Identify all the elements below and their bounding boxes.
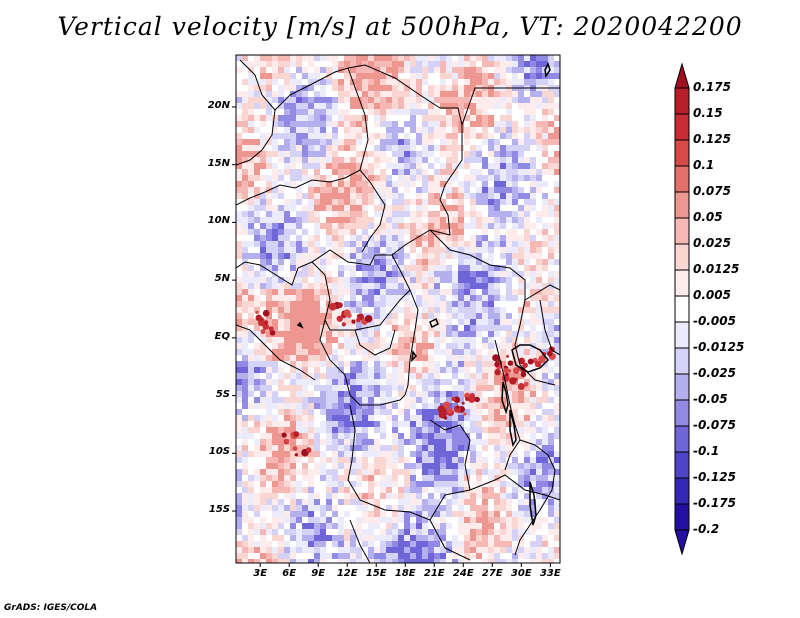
lat-tick-label: 10N: [207, 215, 230, 227]
lat-tick-label: EQ: [214, 330, 230, 342]
lat-tick-label: 5N: [214, 273, 230, 285]
colorbar-swatch: [674, 191, 690, 219]
lat-tick-label: 20N: [207, 99, 230, 111]
colorbar-swatch: [674, 347, 690, 375]
colorbar-swatch: [674, 295, 690, 323]
colorbar-label: 0.175: [693, 80, 731, 94]
colorbar-label: -0.025: [693, 366, 736, 380]
colorbar-label: 0.075: [693, 184, 731, 198]
lon-tick-label: 3E: [253, 568, 268, 579]
lon-tick-label: 24E: [452, 568, 474, 579]
lat-tick-label: 15S: [208, 504, 230, 516]
colorbar-label: 0.025: [693, 236, 731, 250]
colorbar: [674, 62, 690, 556]
colorbar-label: -0.075: [693, 418, 736, 432]
colorbar-swatch: [674, 503, 690, 531]
chart-title: Vertical velocity [m/s] at 500hPa, VT: 2…: [57, 12, 743, 41]
colorbar-swatch: [674, 451, 690, 479]
lon-tick-label: 15E: [365, 568, 387, 579]
colorbar-label: 0.1: [693, 158, 715, 172]
lon-tick-label: 9E: [311, 568, 326, 579]
software-credit: GrADS: IGES/COLA: [4, 603, 98, 613]
colorbar-swatch: [674, 87, 690, 115]
lat-tick-label: 10S: [208, 446, 230, 458]
lon-tick-label: 30E: [510, 568, 532, 579]
colorbar-swatch: [674, 425, 690, 453]
colorbar-label: 0.0125: [693, 262, 740, 276]
axis-ticks: [232, 106, 551, 567]
colorbar-swatch: [674, 477, 690, 505]
colorbar-swatch: [674, 269, 690, 297]
lon-tick-label: 33E: [539, 568, 561, 579]
colorbar-label: -0.0125: [693, 340, 745, 354]
colorbar-swatch: [674, 399, 690, 427]
colorbar-label: -0.125: [693, 470, 736, 484]
colorbar-swatch: [674, 217, 690, 245]
colorbar-min-arrow: [674, 529, 690, 556]
lon-tick-label: 21E: [423, 568, 445, 579]
colorbar-label: -0.005: [693, 314, 736, 328]
lon-tick-label: 27E: [481, 568, 503, 579]
velocity-field: [236, 55, 560, 563]
colorbar-swatch: [674, 321, 690, 349]
lon-tick-label: 6E: [282, 568, 297, 579]
plot-frame: [235, 54, 561, 564]
colorbar-label: 0.05: [693, 210, 723, 224]
colorbar-label: -0.175: [693, 496, 736, 510]
lakes: [296, 62, 551, 526]
country-borders: [236, 59, 560, 563]
lat-tick-label: 15N: [207, 157, 230, 169]
colorbar-label: -0.2: [693, 522, 720, 536]
lat-tick-label: 5S: [215, 388, 230, 400]
colorbar-swatch: [674, 243, 690, 271]
colorbar-label: 0.15: [693, 106, 723, 120]
colorbar-max-arrow: [674, 62, 690, 89]
colorbar-swatch: [674, 165, 690, 193]
colorbar-label: -0.1: [693, 444, 720, 458]
lon-tick-label: 12E: [336, 568, 358, 579]
colorbar-label: 0.005: [693, 288, 731, 302]
colorbar-label: 0.125: [693, 132, 731, 146]
colorbar-label: -0.05: [693, 392, 728, 406]
lon-tick-label: 18E: [394, 568, 416, 579]
colorbar-swatch: [674, 373, 690, 401]
colorbar-swatch: [674, 113, 690, 141]
colorbar-swatch: [674, 139, 690, 167]
